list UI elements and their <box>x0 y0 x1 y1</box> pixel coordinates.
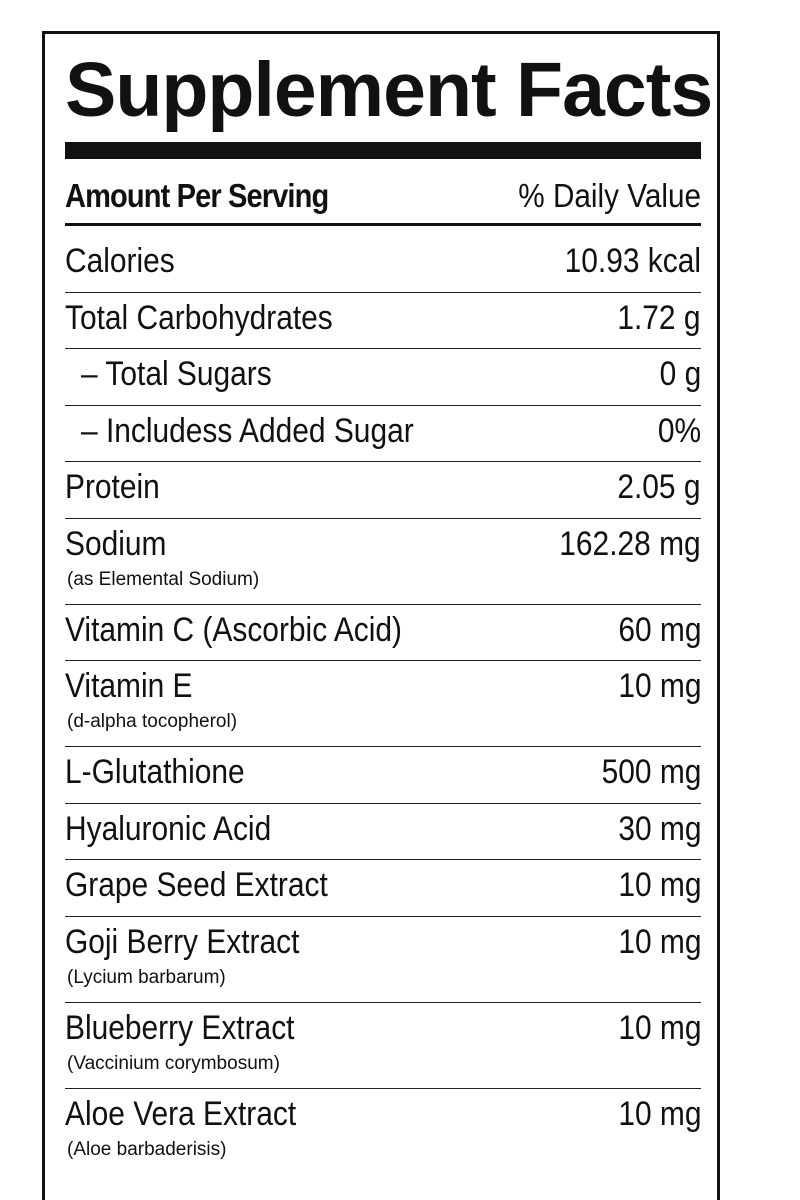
nutrient-name: Total Carbohydrates <box>65 298 333 337</box>
nutrient-row-l-glutathione: L-Glutathione 500 mg <box>65 747 701 804</box>
nutrient-row-blueberry-extract: Blueberry Extract (Vaccinium corymbosum)… <box>65 1003 701 1089</box>
label-title: Supplement Facts <box>65 47 713 133</box>
nutrient-source: (Lycium barbarum) <box>67 966 226 988</box>
nutrient-row-total-sugars: – Total Sugars 0 g <box>65 349 701 406</box>
nutrient-name: Blueberry Extract <box>65 1008 295 1047</box>
nutrient-name: Calories <box>65 242 175 280</box>
nutrient-name: Hyaluronic Acid <box>65 809 272 848</box>
nutrient-row-vitamin-c: Vitamin C (Ascorbic Acid) 60 mg <box>65 605 701 661</box>
nutrient-row-calories: Calories 10.93 kcal <box>65 236 701 293</box>
amount-per-serving-heading: Amount Per Serving <box>65 177 329 214</box>
nutrient-row-aloe-vera-extract: Aloe Vera Extract (Aloe barbaderisis) 10… <box>65 1089 701 1175</box>
nutrient-value: 10 mg <box>617 922 701 961</box>
nutrient-name: Aloe Vera Extract <box>65 1094 297 1133</box>
nutrient-value: 0% <box>657 411 701 450</box>
nutrient-value: 500 mg <box>601 753 701 791</box>
nutrient-row-hyaluronic-acid: Hyaluronic Acid 30 mg <box>65 804 701 860</box>
nutrient-value: 10 mg <box>617 667 701 705</box>
nutrient-name: Sodium <box>65 524 167 563</box>
supplement-facts-panel: Supplement Facts Amount Per Serving % Da… <box>42 31 720 1200</box>
nutrient-name: Vitamin C (Ascorbic Acid) <box>65 610 402 649</box>
nutrient-value: 10 mg <box>617 1094 701 1133</box>
nutrient-name: L-Glutathione <box>65 753 245 791</box>
nutrient-value: 60 mg <box>617 610 701 649</box>
nutrient-value: 10 mg <box>617 1008 701 1047</box>
nutrient-name: – Total Sugars <box>81 355 272 393</box>
nutrient-row-grape-seed-extract: Grape Seed Extract 10 mg <box>65 860 701 917</box>
nutrient-value: 2.05 g <box>617 468 701 506</box>
nutrient-row-total-carbohydrates: Total Carbohydrates 1.72 g <box>65 293 701 349</box>
daily-value-heading: % Daily Value <box>518 177 701 214</box>
nutrient-value: 30 mg <box>617 809 701 848</box>
nutrient-value: 10.93 kcal <box>564 242 701 280</box>
nutrient-row-vitamin-e: Vitamin E (d-alpha tocopherol) 10 mg <box>65 661 701 747</box>
nutrient-source: (d-alpha tocopherol) <box>67 711 238 732</box>
title-divider <box>65 142 701 159</box>
nutrient-row-added-sugar: – Includess Added Sugar 0% <box>65 406 701 462</box>
nutrient-value: 162.28 mg <box>559 524 701 563</box>
nutrient-name: – Includess Added Sugar <box>81 411 414 450</box>
header-row: Amount Per Serving % Daily Value <box>65 171 701 226</box>
nutrient-source: (Aloe barbaderisis) <box>67 1138 227 1160</box>
nutrient-value: 0 g <box>659 355 701 393</box>
nutrient-name: Grape Seed Extract <box>65 866 328 904</box>
nutrient-value: 1.72 g <box>617 298 701 337</box>
nutrient-list: Calories 10.93 kcal Total Carbohydrates … <box>65 236 701 1175</box>
nutrient-source: (Vaccinium corymbosum) <box>67 1052 280 1074</box>
nutrient-row-protein: Protein 2.05 g <box>65 462 701 519</box>
nutrient-source: (as Elemental Sodium) <box>67 568 260 590</box>
nutrient-value: 10 mg <box>617 866 701 904</box>
nutrient-name: Goji Berry Extract <box>65 922 300 961</box>
nutrient-name: Vitamin E <box>65 667 193 705</box>
nutrient-name: Protein <box>65 468 160 506</box>
nutrient-row-sodium: Sodium (as Elemental Sodium) 162.28 mg <box>65 519 701 605</box>
nutrient-row-goji-berry-extract: Goji Berry Extract (Lycium barbarum) 10 … <box>65 917 701 1003</box>
